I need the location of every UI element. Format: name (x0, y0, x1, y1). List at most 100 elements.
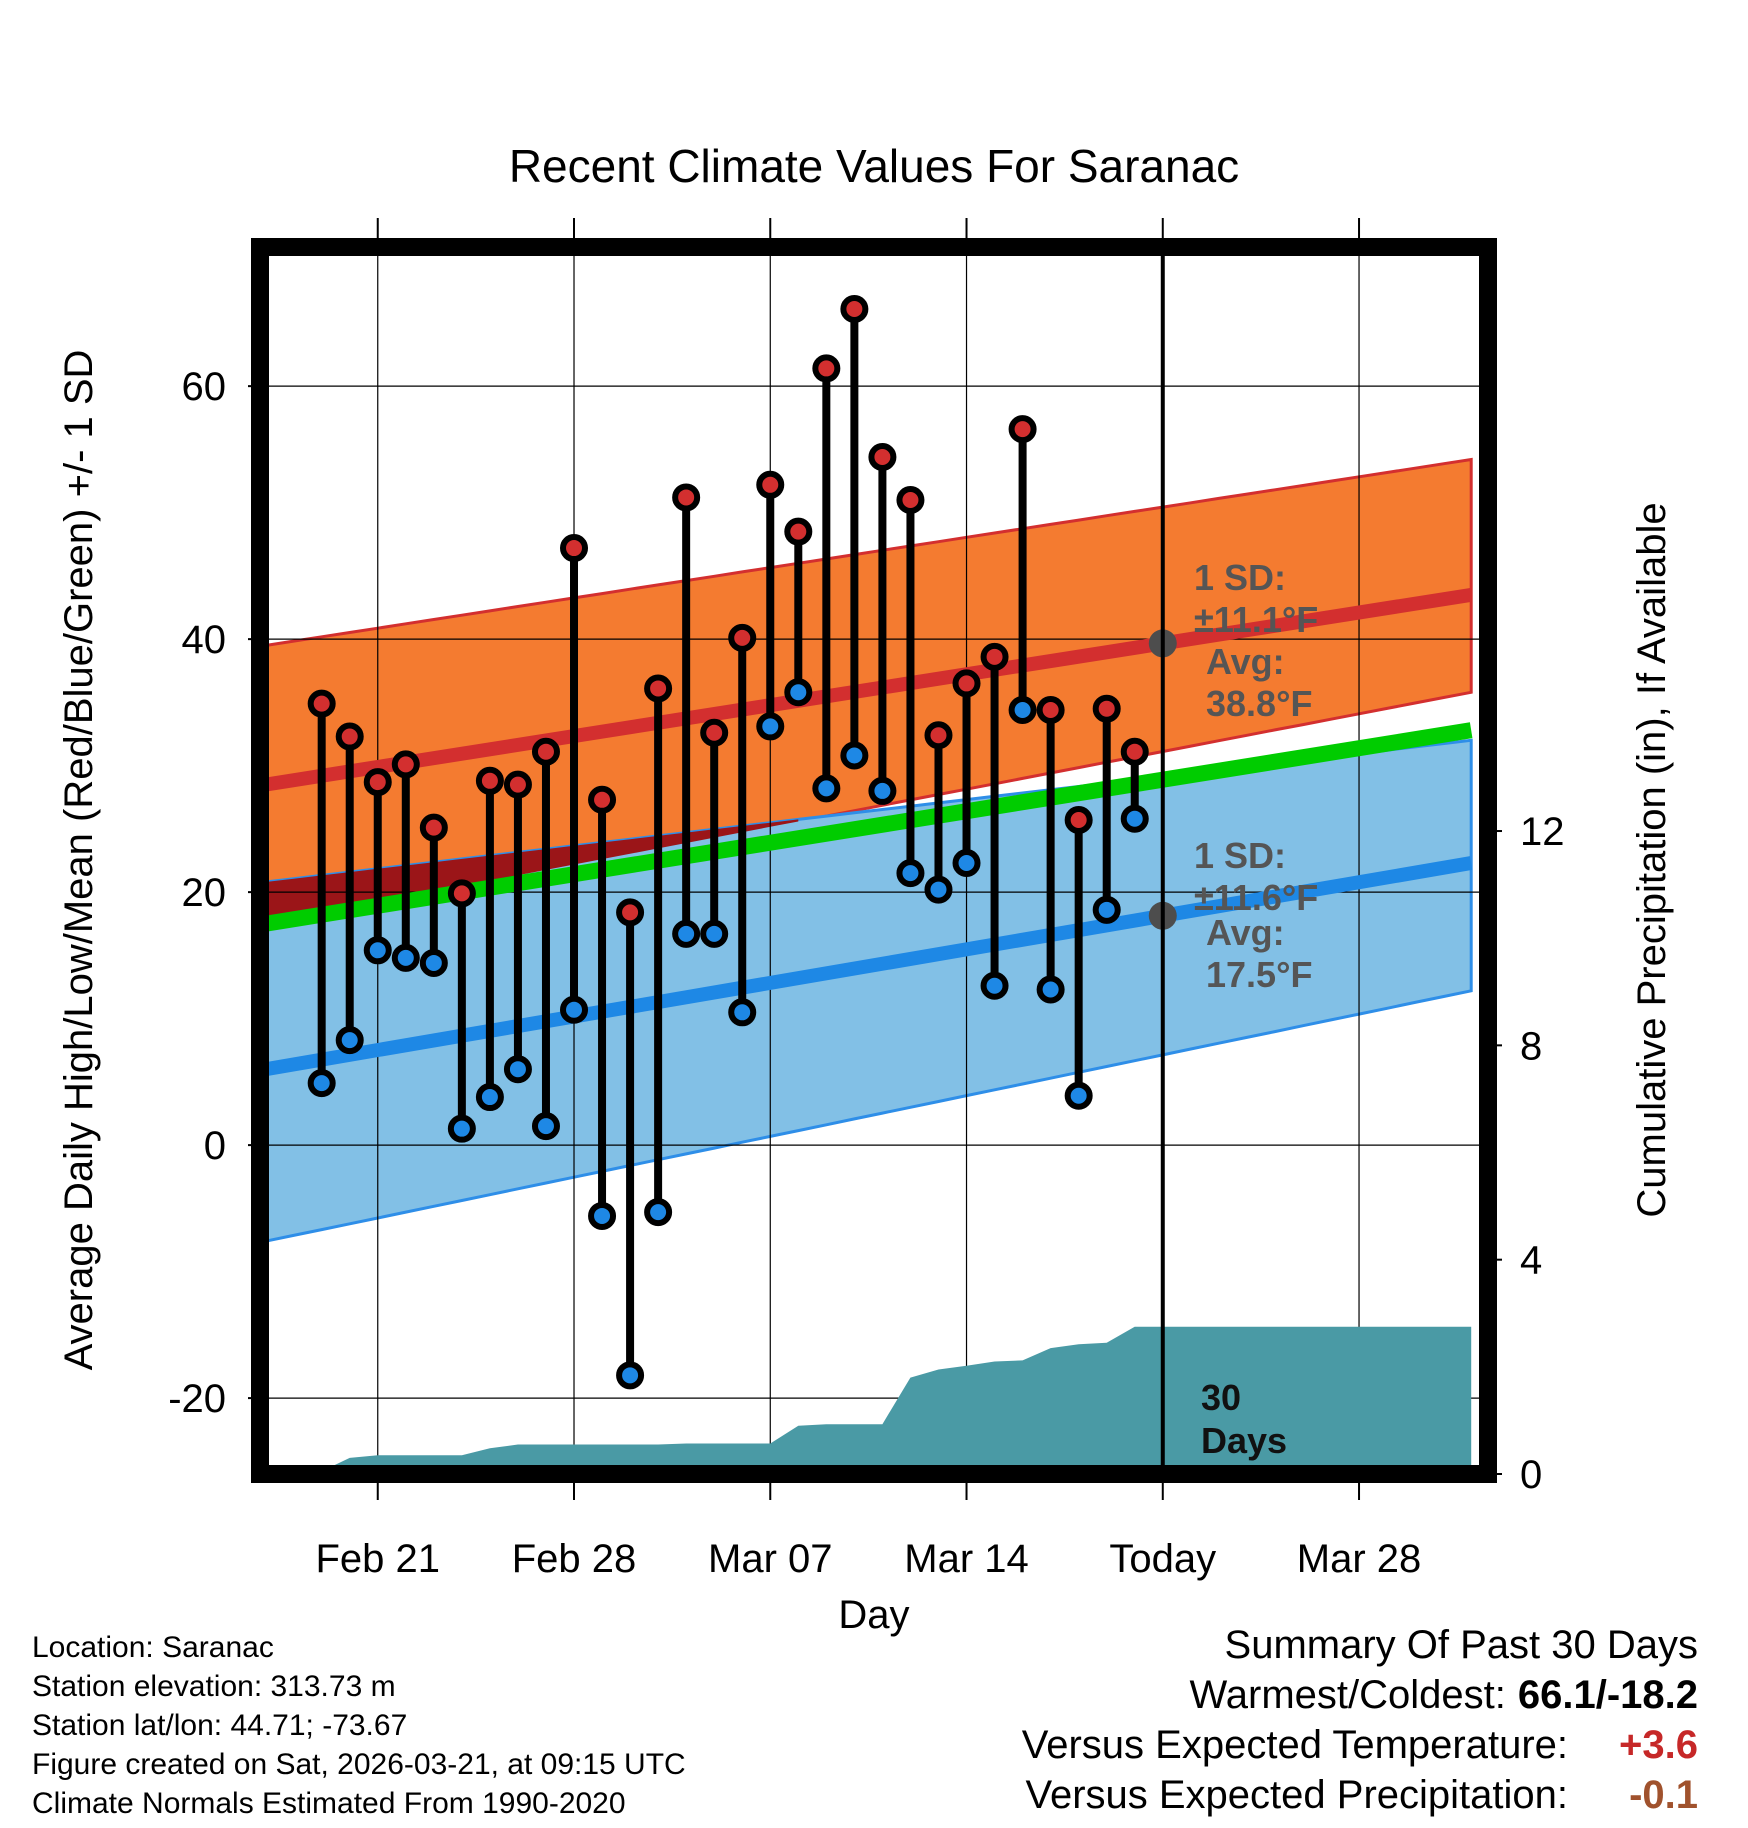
location-text: Location: Saranac (32, 1631, 274, 1664)
warm-cold-value: 66.1/-18.2 (1517, 1673, 1698, 1717)
high-point (896, 485, 925, 514)
normal-bands (264, 457, 1473, 1244)
low-point (503, 1055, 532, 1084)
low-point (644, 1198, 673, 1227)
low-point (840, 741, 869, 770)
high-point (672, 483, 701, 512)
x-axis-label: Day (838, 1593, 909, 1637)
plot-area: 1 SD: ±11.1°F Avg: 38.8°F 1 SD: ±11.6°F … (260, 247, 1488, 1474)
y-tick-label: -20 (168, 1377, 226, 1421)
high-point (980, 642, 1009, 671)
low-avg-label: Avg: (1206, 912, 1285, 953)
high-point (531, 737, 560, 766)
low-point (868, 776, 897, 805)
low-point (447, 1114, 476, 1143)
y2-axis-label: Cumulative Precipitation (in), If Availa… (1630, 502, 1674, 1217)
y-tick-label: 60 (182, 365, 227, 409)
low-point (896, 859, 925, 888)
low-point (700, 919, 729, 948)
high-point (700, 718, 729, 747)
daily-points (307, 294, 1149, 1390)
precip-area (293, 1326, 1472, 1474)
low-point (616, 1361, 645, 1390)
summary-title: Summary Of Past 30 Days (1224, 1623, 1698, 1667)
high-point (952, 669, 981, 698)
y-tick-label: 40 (182, 618, 227, 662)
low-point (335, 1026, 364, 1055)
daily-stems (317, 308, 1139, 1376)
low-point (756, 712, 785, 741)
y-tick-label: 20 (182, 871, 227, 915)
high-avg-label: Avg: (1206, 641, 1285, 682)
normals-period-text: Climate Normals Estimated From 1990-2020 (32, 1787, 626, 1820)
high-point (363, 768, 392, 797)
low-point (1008, 695, 1037, 724)
low-point (531, 1112, 560, 1141)
high-sd-value: ±11.1°F (1194, 599, 1318, 640)
created-text: Figure created on Sat, 2026-03-21, at 09… (32, 1748, 686, 1781)
high-point (560, 534, 589, 563)
high-sd-label: 1 SD: (1194, 557, 1286, 598)
low-point (784, 678, 813, 707)
plot-frame (251, 238, 1497, 1483)
high-point (1064, 806, 1093, 835)
low-point (475, 1083, 504, 1112)
avg-low-line (264, 856, 1473, 1077)
warm-cold-label: Warmest/Coldest: (1189, 1673, 1506, 1717)
low-point (307, 1069, 336, 1098)
low-avg-value: 17.5°F (1206, 954, 1312, 995)
low-sd-value: ±11.6°F (1194, 877, 1318, 918)
y-axis-ticks: -20 0 20 40 60 (168, 258, 260, 1421)
high-point (391, 750, 420, 779)
low-point (419, 948, 448, 977)
window-label-days-count: 30 (1201, 1377, 1241, 1418)
y2-tick-label: 8 (1520, 1024, 1542, 1068)
x-tick-label: Mar 07 (708, 1537, 833, 1581)
latlon-text: Station lat/lon: 44.71; -73.67 (32, 1709, 408, 1742)
normal-annotations: 1 SD: ±11.1°F Avg: 38.8°F 1 SD: ±11.6°F … (1194, 557, 1318, 995)
high-point (644, 674, 673, 703)
high-point (419, 813, 448, 842)
high-point (447, 879, 476, 908)
high-point (503, 770, 532, 799)
high-point (868, 442, 897, 471)
x-tick-label: Feb 21 (315, 1537, 440, 1581)
x-tick-label: Mar 28 (1297, 1537, 1422, 1581)
low-point (980, 971, 1009, 1000)
high-point (1092, 694, 1121, 723)
summary-temp-row: Versus Expected Temperature: +3.6 (1022, 1720, 1698, 1770)
high-point (616, 898, 645, 927)
x-tick-label: Mar 14 (904, 1537, 1029, 1581)
high-point (335, 722, 364, 751)
low-point (588, 1201, 617, 1230)
y-axis-label: Average Daily High/Low/Mean (Red/Blue/Gr… (57, 350, 101, 1371)
chart-title: Recent Climate Values For Saranac (509, 140, 1239, 192)
y2-tick-label: 12 (1520, 810, 1565, 854)
x-tick-label: Today (1109, 1537, 1216, 1581)
x-axis-ticks: Feb 21 Feb 28 Mar 07 Mar 14 Today Mar 28 (315, 218, 1421, 1581)
temp-label: Versus Expected Temperature: (1021, 1723, 1568, 1767)
high-point (840, 294, 869, 323)
high-point (756, 470, 785, 499)
high-point (784, 517, 813, 546)
window-label-days-word: Days (1201, 1420, 1287, 1461)
window-label: 30 Days (1201, 1377, 1287, 1461)
low-point (391, 943, 420, 972)
low-point (560, 995, 589, 1024)
high-point (1008, 415, 1037, 444)
low-point (952, 849, 981, 878)
low-point (812, 774, 841, 803)
x-tick-label: Feb 28 (512, 1537, 637, 1581)
y2-axis-ticks: 0 4 8 12 (1488, 810, 1565, 1497)
high-point (1036, 695, 1065, 724)
summary-precip-row: Versus Expected Precipitation: -0.1 (1022, 1770, 1698, 1820)
high-point (307, 689, 336, 718)
low-point (672, 919, 701, 948)
high-point (728, 623, 757, 652)
precipitation-layer (293, 1326, 1472, 1474)
high-point (588, 785, 617, 814)
y2-tick-label: 4 (1520, 1239, 1542, 1283)
high-point (1120, 737, 1149, 766)
low-point (1036, 975, 1065, 1004)
